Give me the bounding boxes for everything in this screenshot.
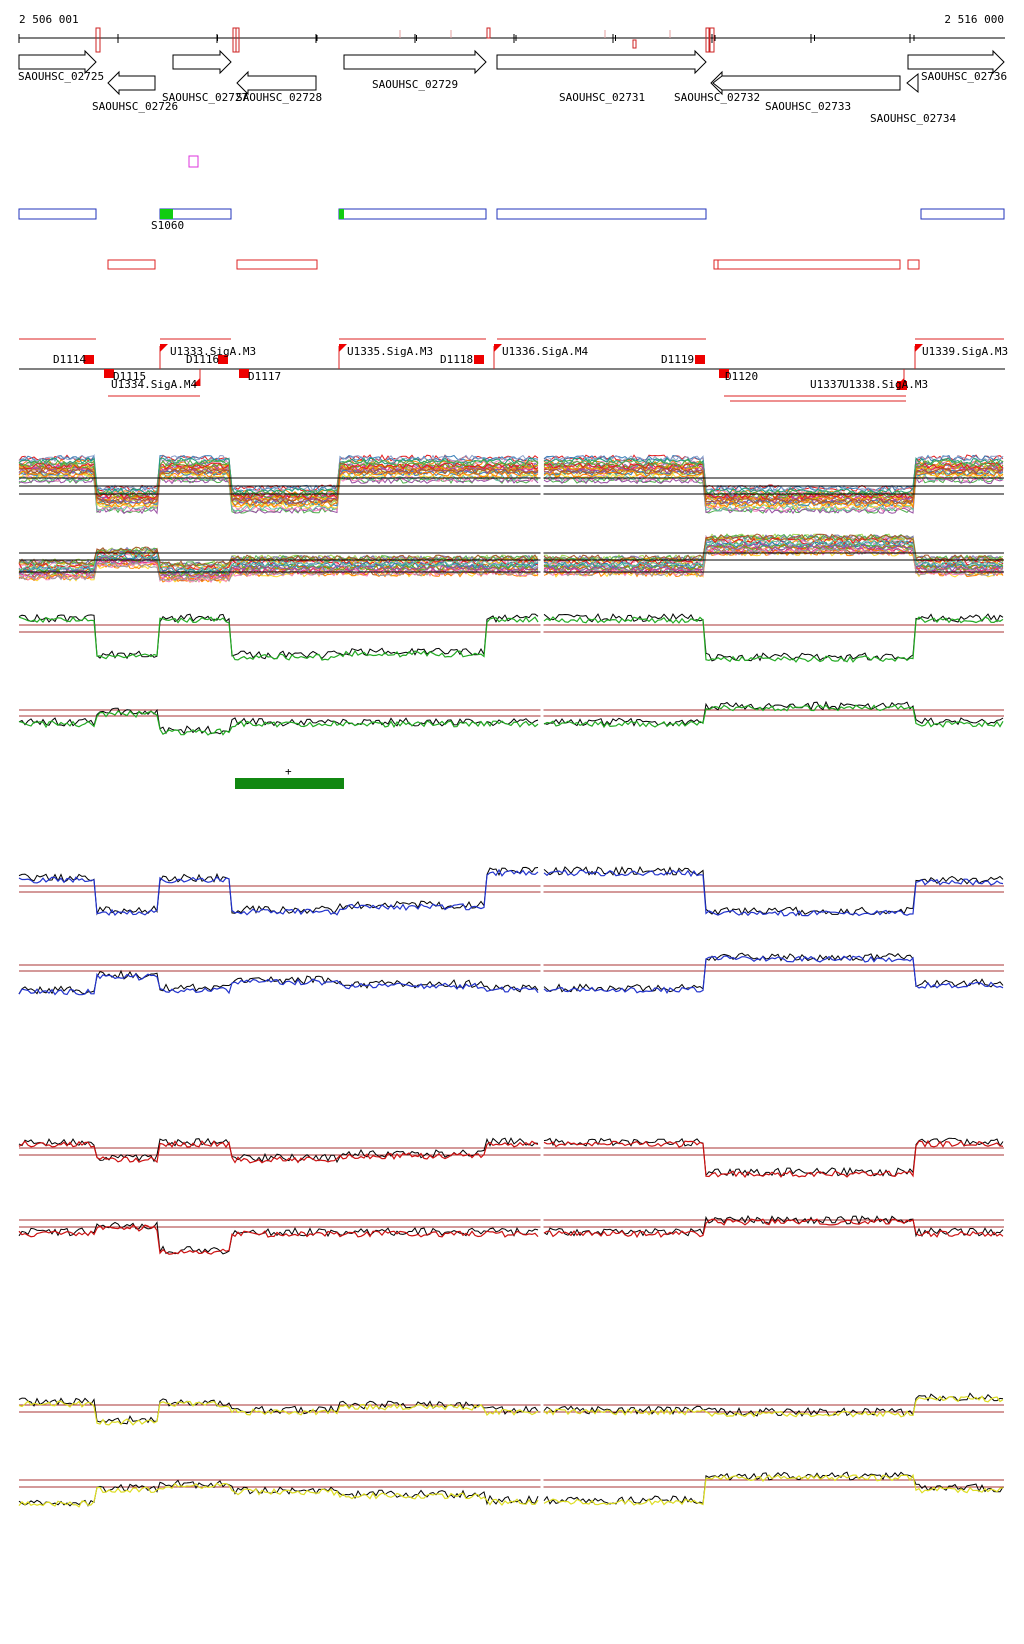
blue-segment	[496, 208, 707, 220]
multi-series-line	[18, 454, 1004, 493]
gene-label[interactable]: SAOUHSC_02726	[92, 100, 178, 113]
green-segment	[339, 209, 344, 219]
gene-arrow	[343, 49, 487, 75]
terminator-block	[239, 369, 249, 378]
down-label: D1118	[440, 353, 473, 366]
multi-series-line	[18, 466, 1004, 505]
gene-label[interactable]: SAOUHSC_02728	[236, 91, 322, 104]
gene-arrow	[172, 49, 232, 75]
gene-arrow	[712, 75, 723, 91]
blue-segment	[338, 208, 487, 220]
promoter-flag	[160, 344, 168, 352]
terminator-block	[719, 369, 729, 378]
gene-label[interactable]: SAOUHSC_02729	[372, 78, 458, 91]
coord-end: 2 516 000	[944, 13, 1004, 26]
feature-mark	[486, 27, 491, 39]
terminator-block	[695, 355, 705, 364]
up-label: U1336.SigA.M4	[502, 345, 588, 358]
red-segment	[236, 259, 318, 270]
top-feature-marks[interactable]	[95, 27, 715, 53]
feature-mark	[235, 27, 240, 53]
condition-line	[18, 1473, 1004, 1508]
gene-label[interactable]: SAOUHSC_02733	[765, 100, 851, 113]
up-label: U1337	[810, 378, 843, 391]
condition-line	[18, 1395, 1004, 1426]
promoter-track[interactable]	[19, 338, 1005, 402]
coord-start: 2 506 001	[19, 13, 79, 26]
gene-track[interactable]	[18, 49, 1005, 96]
condition-line	[18, 865, 1004, 916]
down-label: D1119	[661, 353, 694, 366]
gene-arrow	[236, 70, 317, 96]
condition-line	[18, 868, 1004, 917]
gene-label[interactable]: SAOUHSC_02725	[18, 70, 104, 83]
multi-condition-expression	[18, 454, 1004, 584]
gene-arrow	[496, 49, 707, 75]
gene-label[interactable]: SAOUHSC_02731	[559, 91, 645, 104]
red-segment	[907, 259, 920, 270]
up-label: U1338.SigA.M3	[842, 378, 928, 391]
gene-label[interactable]: SAOUHSC_02732	[674, 91, 760, 104]
down-label: D1117	[248, 370, 281, 383]
multi-series-line	[18, 543, 1004, 578]
feature-mark	[709, 27, 715, 53]
condition-line	[18, 613, 1004, 662]
gene-arrow	[906, 72, 919, 94]
up-label: U1335.SigA.M3	[347, 345, 433, 358]
up-label: U1339.SigA.M3	[922, 345, 1008, 358]
gene-arrow	[18, 49, 97, 75]
gene-arrow	[107, 70, 156, 96]
green-segment	[160, 209, 173, 219]
multi-series-line	[18, 538, 1004, 574]
condition-line	[18, 955, 1004, 996]
blue-segment-track[interactable]	[18, 208, 1005, 220]
condition-line	[18, 1139, 1004, 1179]
down-label: D1114	[53, 353, 86, 366]
down-label: D1120	[725, 370, 758, 383]
terminator-block	[218, 355, 228, 364]
multi-series-line	[18, 470, 1004, 509]
red-segment-track[interactable]	[107, 259, 920, 270]
down-label: D1116	[186, 353, 219, 366]
condition-line	[18, 704, 1004, 736]
blue-segment	[920, 208, 1005, 220]
condition-line	[18, 700, 1004, 735]
multi-series-line	[18, 467, 1004, 505]
gene-label[interactable]: SAOUHSC_02734	[870, 112, 956, 125]
terminator-block	[474, 355, 484, 364]
axis-ticks	[18, 34, 915, 43]
condition-line	[18, 1218, 1004, 1255]
terminator-block	[104, 369, 114, 378]
marker-plus: +	[285, 765, 292, 778]
down-label: D1115	[113, 370, 146, 383]
feature-mark	[705, 27, 710, 53]
up-label: U1333.SigA.M3	[170, 345, 256, 358]
terminator-block	[84, 355, 94, 364]
feature-mark	[95, 27, 101, 53]
promoter-flag	[192, 378, 200, 386]
feature-mark	[632, 39, 637, 49]
red-segment	[107, 259, 156, 270]
gene-label[interactable]: SAOUHSC_02736	[921, 70, 1007, 83]
dark-green-bar[interactable]	[235, 778, 344, 789]
promoter-flag	[896, 378, 904, 386]
blue-segment	[18, 208, 97, 220]
red-segment	[713, 259, 901, 270]
segment-label: S1060	[151, 219, 184, 232]
gene-arrow	[710, 70, 901, 96]
magenta-feature-box[interactable]	[188, 155, 199, 168]
up-label: U1334.SigA.M4	[111, 378, 197, 391]
promoter-flag	[339, 344, 347, 352]
condition-expression-tracks	[18, 460, 1004, 1550]
gene-arrow	[907, 49, 1005, 75]
gene-label[interactable]: SAOUHSC_02727	[162, 91, 248, 104]
promoter-flag	[494, 344, 502, 352]
promoter-flag	[915, 344, 923, 352]
condition-line	[18, 616, 1004, 663]
condition-line	[18, 1392, 1004, 1425]
